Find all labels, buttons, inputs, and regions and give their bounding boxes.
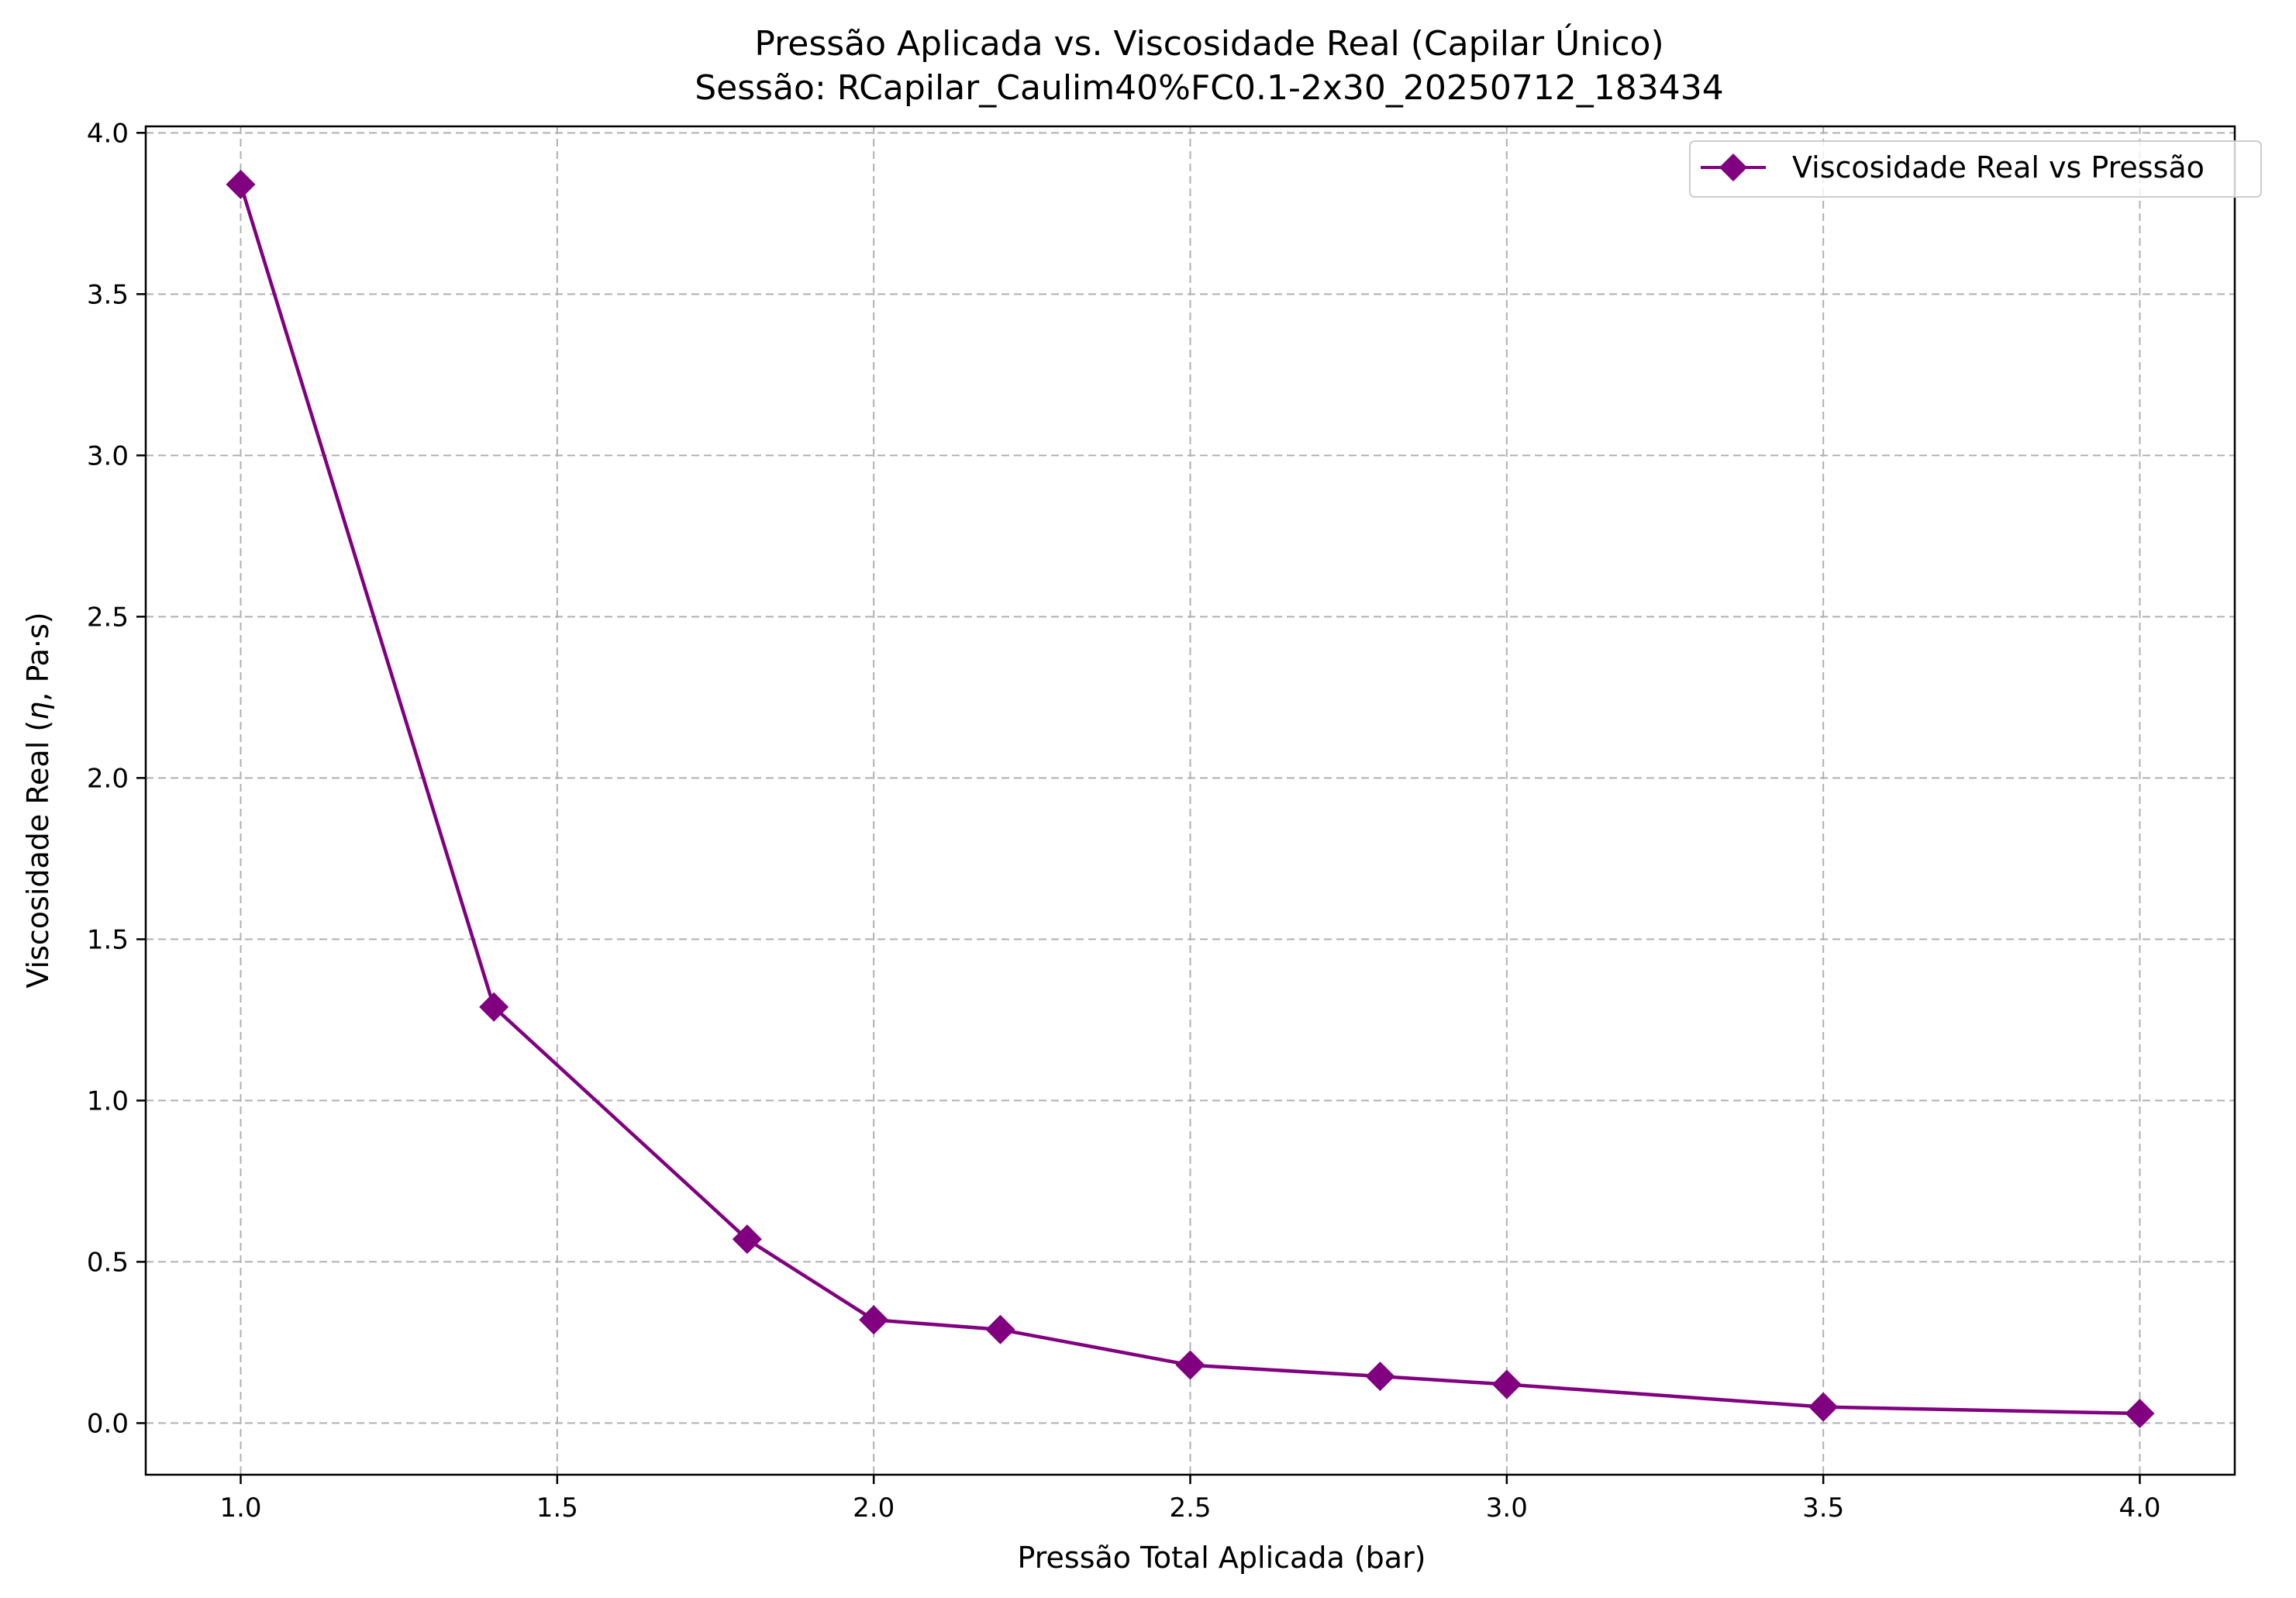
grid	[146, 126, 2235, 1475]
y-tick-label: 4.0	[87, 118, 129, 149]
data-point	[2125, 1398, 2155, 1428]
data-point	[732, 1224, 762, 1255]
y-tick-label: 1.0	[87, 1085, 129, 1117]
x-tick-label: 4.0	[2118, 1493, 2160, 1524]
legend: Viscosidade Real vs Pressão	[1689, 140, 2262, 198]
data-point	[1175, 1350, 1205, 1380]
data-point	[226, 169, 256, 199]
chart-title-line2: Sessão: RCapilar_Caulim40%FC0.1-2x30_202…	[695, 68, 1724, 108]
ticks: 1.0 1.5 2.0 2.5 3.0 3.5 4.0 0.0 0.5 1.0 1.5 2.0 2.5 3…	[87, 118, 2161, 1524]
x-tick-label: 2.0	[853, 1493, 895, 1524]
y-axis-label: Viscosidade Real (η, Pa·s)	[21, 612, 55, 988]
y-tick-label: 0.5	[87, 1247, 129, 1278]
legend-entry-label: Viscosidade Real vs Pressão	[1792, 150, 2205, 185]
x-tick-label: 3.5	[1802, 1493, 1844, 1524]
chart-title-line1: Pressão Aplicada vs. Viscosidade Real (C…	[754, 22, 1663, 64]
y-axis-label-prefix: Viscosidade Real (	[21, 720, 55, 989]
data-point	[1808, 1392, 1839, 1422]
data-point	[859, 1305, 889, 1335]
y-tick-label: 1.5	[87, 924, 129, 955]
data-point	[1365, 1362, 1395, 1392]
series-line	[239, 184, 2140, 1416]
y-tick-label: 3.0	[87, 440, 129, 471]
y-tick-label: 2.5	[87, 602, 129, 633]
y-tick-label: 2.0	[87, 763, 129, 794]
x-tick-label: 1.5	[536, 1493, 578, 1524]
y-tick-label: 3.5	[87, 279, 129, 310]
x-axis-label: Pressão Total Aplicada (bar)	[1017, 1541, 1426, 1575]
legend-marker-swatch	[1719, 154, 1747, 181]
data-point	[479, 992, 509, 1022]
y-axis-label-suffix: , Pa·s)	[21, 612, 55, 701]
data-point	[985, 1314, 1015, 1344]
x-tick-label: 3.0	[1486, 1493, 1528, 1524]
data-point	[1491, 1369, 1522, 1400]
legend-box	[1689, 140, 2262, 198]
x-tick-label: 1.0	[219, 1493, 261, 1524]
series-layer	[226, 169, 2155, 1428]
y-axis-label-symbol: η	[21, 702, 55, 720]
x-tick-label: 2.5	[1169, 1493, 1211, 1524]
y-tick-label: 0.0	[87, 1408, 129, 1439]
